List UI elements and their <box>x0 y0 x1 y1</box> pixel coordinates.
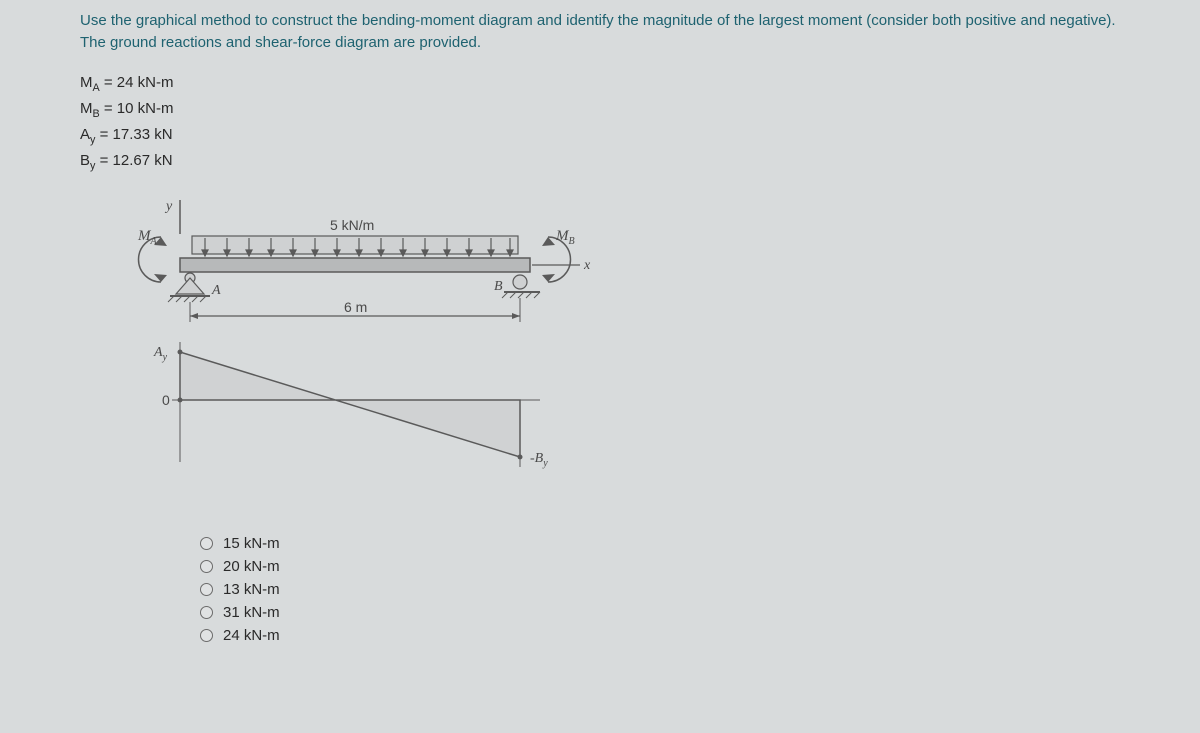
shear-zero-label: 0 <box>162 392 170 408</box>
radio-icon[interactable] <box>200 606 213 619</box>
radio-icon[interactable] <box>200 583 213 596</box>
given-MB: MB = 10 kN-m <box>80 98 1120 122</box>
point-b-label: B <box>494 279 503 294</box>
beam-svg: y 5 kN/m MA MB <box>100 182 600 512</box>
span-label: 6 m <box>344 299 367 315</box>
dist-load-label: 5 kN/m <box>330 217 374 233</box>
radio-icon[interactable] <box>200 560 213 573</box>
shear-by-label: -By <box>530 451 548 469</box>
given-Ay: Ay = 17.33 kN <box>80 124 1120 148</box>
beam-figure: y 5 kN/m MA MB <box>100 182 1120 517</box>
option-label: 20 kN-m <box>223 558 280 575</box>
option-label: 31 kN-m <box>223 604 280 621</box>
option-label: 13 kN-m <box>223 581 280 598</box>
given-MA: MA = 24 kN-m <box>80 72 1120 96</box>
option-3[interactable]: 13 kN-m <box>200 581 1120 598</box>
option-5[interactable]: 24 kN-m <box>200 627 1120 644</box>
question-prompt: Use the graphical method to construct th… <box>80 10 1120 54</box>
radio-icon[interactable] <box>200 629 213 642</box>
given-values: MA = 24 kN-m MB = 10 kN-m Ay = 17.33 kN … <box>80 72 1120 175</box>
option-label: 15 kN-m <box>223 535 280 552</box>
answer-options: 15 kN-m 20 kN-m 13 kN-m 31 kN-m 24 kN-m <box>200 535 1120 644</box>
shear-ay-label: Ay <box>153 345 168 363</box>
option-2[interactable]: 20 kN-m <box>200 558 1120 575</box>
axis-y-label: y <box>164 199 173 214</box>
left-moment-label: MA <box>137 228 158 247</box>
question-page: Use the graphical method to construct th… <box>0 0 1200 644</box>
option-4[interactable]: 31 kN-m <box>200 604 1120 621</box>
option-label: 24 kN-m <box>223 627 280 644</box>
given-By: By = 12.67 kN <box>80 150 1120 174</box>
axis-x-label: x <box>583 258 591 273</box>
option-1[interactable]: 15 kN-m <box>200 535 1120 552</box>
point-a-label: A <box>211 283 221 298</box>
radio-icon[interactable] <box>200 537 213 550</box>
